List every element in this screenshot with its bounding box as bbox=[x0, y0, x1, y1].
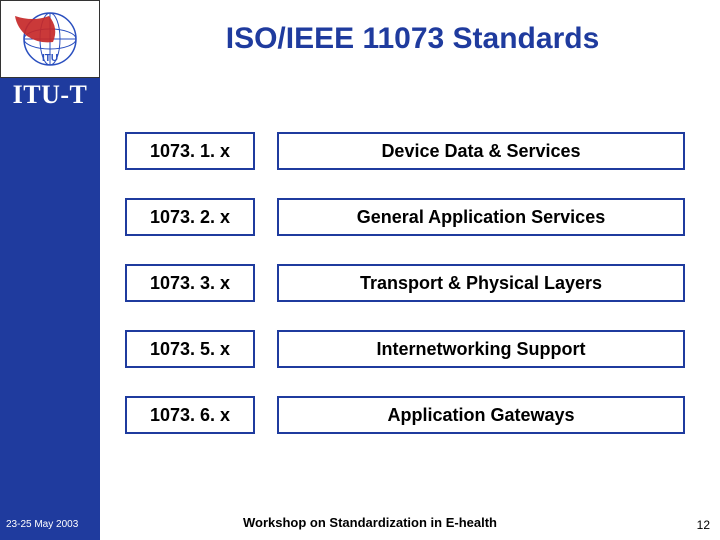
table-row: 1073. 1. x Device Data & Services bbox=[125, 130, 685, 172]
table-row: 1073. 5. x Internetworking Support bbox=[125, 328, 685, 370]
footer-date: 23-25 May 2003 bbox=[6, 519, 78, 530]
slide: ITU ITU-T ISO/IEEE 11073 Standards 1073.… bbox=[0, 0, 720, 540]
itu-logo-icon: ITU bbox=[9, 8, 91, 70]
standard-number: 1073. 2. x bbox=[125, 198, 255, 236]
footer-title: Workshop on Standardization in E-health bbox=[120, 515, 620, 530]
table-row: 1073. 6. x Application Gateways bbox=[125, 394, 685, 436]
standard-number: 1073. 5. x bbox=[125, 330, 255, 368]
footer-page-number: 12 bbox=[697, 518, 710, 532]
standard-description: Transport & Physical Layers bbox=[277, 264, 685, 302]
svg-text:ITU: ITU bbox=[42, 53, 58, 64]
standard-number: 1073. 6. x bbox=[125, 396, 255, 434]
standard-description: Device Data & Services bbox=[277, 132, 685, 170]
itu-logo: ITU bbox=[0, 0, 100, 78]
slide-title: ISO/IEEE 11073 Standards bbox=[115, 22, 710, 56]
standard-number: 1073. 1. x bbox=[125, 132, 255, 170]
standard-number: 1073. 3. x bbox=[125, 264, 255, 302]
table-row: 1073. 3. x Transport & Physical Layers bbox=[125, 262, 685, 304]
table-row: 1073. 2. x General Application Services bbox=[125, 196, 685, 238]
standard-description: Internetworking Support bbox=[277, 330, 685, 368]
standard-description: Application Gateways bbox=[277, 396, 685, 434]
standard-description: General Application Services bbox=[277, 198, 685, 236]
standards-table: 1073. 1. x Device Data & Services 1073. … bbox=[125, 130, 685, 460]
sidebar-org-label: ITU-T bbox=[0, 80, 100, 110]
